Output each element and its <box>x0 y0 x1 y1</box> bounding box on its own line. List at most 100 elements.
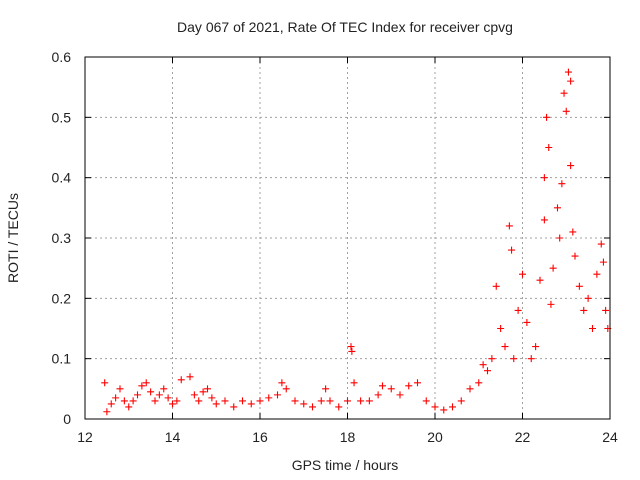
data-point <box>221 397 229 405</box>
data-point <box>247 400 255 408</box>
data-point <box>562 107 570 115</box>
y-tick-label: 0.6 <box>52 49 72 65</box>
x-tick-label: 20 <box>427 429 443 445</box>
chart-title: Day 067 of 2021, Rate Of TEC Index for r… <box>177 19 513 35</box>
data-point <box>540 216 548 224</box>
data-point <box>112 394 120 402</box>
data-point <box>317 397 325 405</box>
data-point <box>422 397 430 405</box>
data-point <box>597 240 605 248</box>
y-tick-label: 0.2 <box>52 290 72 306</box>
x-tick-label: 12 <box>77 429 93 445</box>
data-point <box>212 400 220 408</box>
data-point <box>492 282 500 290</box>
data-point <box>208 394 216 402</box>
data-point <box>501 343 509 351</box>
data-point <box>564 68 572 76</box>
y-tick-label: 0 <box>63 411 71 427</box>
data-point <box>536 276 544 284</box>
data-point <box>405 382 413 390</box>
data-point <box>514 306 522 314</box>
data-point <box>300 400 308 408</box>
data-point <box>230 403 238 411</box>
data-point <box>527 355 535 363</box>
y-tick-label: 0.3 <box>52 230 72 246</box>
data-point <box>138 382 146 390</box>
data-point <box>567 77 575 85</box>
data-point <box>414 379 421 387</box>
data-point <box>322 385 330 393</box>
data-point <box>475 379 483 387</box>
y-tick-label: 0.5 <box>52 109 72 125</box>
data-point <box>120 397 128 405</box>
x-axis-label: GPS time / hours <box>292 457 399 473</box>
data-point <box>350 379 358 387</box>
data-point <box>199 388 207 396</box>
data-point <box>466 385 474 393</box>
data-point <box>571 252 579 260</box>
data-point <box>547 300 555 308</box>
x-tick-label: 16 <box>252 429 268 445</box>
data-point <box>103 408 111 416</box>
data-point <box>540 174 548 182</box>
data-point <box>396 391 404 399</box>
data-point <box>519 270 526 278</box>
data-point <box>335 403 343 411</box>
x-tick-label: 18 <box>340 429 356 445</box>
y-axis-label: ROTI / TECUs <box>5 193 21 283</box>
data-point <box>567 162 575 170</box>
data-point <box>101 379 109 387</box>
data-point <box>479 361 487 369</box>
data-point <box>545 144 553 151</box>
data-point <box>282 385 290 393</box>
data-point <box>129 397 137 405</box>
y-tick-label: 0.1 <box>52 351 72 367</box>
data-point <box>599 258 607 266</box>
data-point <box>558 180 566 188</box>
data-point <box>484 367 491 375</box>
data-point <box>190 391 198 399</box>
data-point <box>142 379 150 387</box>
data-point <box>160 385 168 393</box>
data-point <box>365 397 373 405</box>
data-point <box>569 228 577 236</box>
data-point <box>309 403 316 411</box>
data-point <box>505 222 513 230</box>
data-point <box>147 388 155 396</box>
data-point <box>549 264 557 272</box>
data-point <box>543 113 551 121</box>
data-point <box>169 400 176 408</box>
data-point <box>379 382 386 390</box>
y-tick-label: 0.4 <box>52 170 72 186</box>
data-point <box>523 318 531 326</box>
data-point <box>107 400 115 408</box>
data-point <box>508 246 516 254</box>
data-point <box>173 397 181 405</box>
data-point <box>488 355 496 363</box>
data-point <box>584 294 592 302</box>
data-point <box>556 234 564 242</box>
data-point <box>532 343 540 351</box>
data-point <box>589 325 596 332</box>
x-tick-label: 22 <box>515 429 531 445</box>
data-point <box>239 397 246 405</box>
data-point <box>593 270 601 278</box>
tick-labels: 12 14 16 18 20 22 24 0 0.1 0.2 0.3 0.4 0.5 0.6 <box>52 49 618 445</box>
data-point <box>374 391 382 399</box>
data-point <box>440 406 448 414</box>
data-point <box>580 306 588 314</box>
grid-lines <box>85 57 610 419</box>
data-point <box>326 397 334 405</box>
data-point <box>164 394 172 402</box>
data-point <box>357 397 365 405</box>
data-point <box>554 204 561 212</box>
data-point <box>195 397 203 405</box>
data-point <box>497 325 505 332</box>
data-point <box>256 397 264 405</box>
data-point <box>510 355 518 363</box>
data-point <box>347 343 355 351</box>
data-point <box>134 391 141 399</box>
data-point <box>177 376 185 384</box>
data-point <box>186 373 194 381</box>
data-point <box>151 397 159 405</box>
